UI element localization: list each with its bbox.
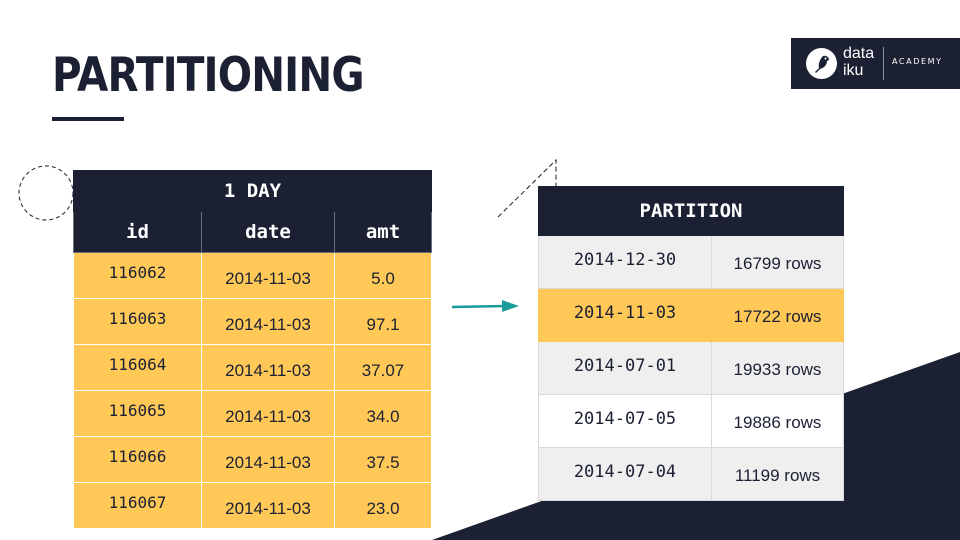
partition-row: 2014-07-05 19886 rows: [538, 394, 844, 448]
partition-date: 2014-07-05: [538, 394, 712, 448]
partition-row: 2014-07-04 11199 rows: [538, 447, 844, 501]
cell-date: 2014-11-03: [201, 344, 335, 391]
cell-id: 116063: [73, 298, 202, 345]
partition-row: 2014-12-30 16799 rows: [538, 235, 844, 289]
column-header-amt: amt: [334, 211, 432, 253]
cell-date: 2014-11-03: [201, 298, 335, 345]
cell-date: 2014-11-03: [201, 482, 335, 529]
wordmark-line-2: iku: [843, 62, 864, 79]
cell-amt: 34.0: [334, 390, 432, 437]
cell-amt: 23.0: [334, 482, 432, 529]
dataiku-academy-logo: data iku ACADEMY: [791, 38, 960, 89]
table-caption: 1 DAY: [73, 170, 432, 212]
cell-amt: 97.1: [334, 298, 432, 345]
partition-row-count: 19886 rows: [711, 394, 844, 448]
cell-id: 116065: [73, 390, 202, 437]
page-title: PARTITIONING: [52, 48, 365, 103]
partition-row: 2014-07-01 19933 rows: [538, 341, 844, 395]
partition-row-highlighted: 2014-11-03 17722 rows: [538, 288, 844, 342]
partition-date: 2014-07-04: [538, 447, 712, 501]
table-row: 116064 2014-11-03 37.07: [73, 344, 432, 391]
table-row: 116065 2014-11-03 34.0: [73, 390, 432, 437]
column-header-id: id: [73, 211, 202, 253]
partition-date: 2014-12-30: [538, 235, 712, 289]
cell-date: 2014-11-03: [201, 436, 335, 483]
title-underline: [52, 117, 124, 121]
dataiku-wordmark: data iku: [843, 45, 883, 79]
partition-row-count: 17722 rows: [711, 288, 844, 342]
cell-id: 116066: [73, 436, 202, 483]
header-row: id date amt: [73, 211, 432, 253]
partition-row-count: 11199 rows: [711, 447, 844, 501]
table-caption: PARTITION: [538, 186, 844, 236]
table-row: 116062 2014-11-03 5.0: [73, 252, 432, 299]
partition-date: 2014-11-03: [538, 288, 712, 342]
cell-id: 116064: [73, 344, 202, 391]
logo-divider: [883, 47, 884, 80]
dataiku-logo-circle: [806, 48, 837, 79]
column-header-date: date: [201, 211, 335, 253]
table-row: 116066 2014-11-03 37.5: [73, 436, 432, 483]
cell-id: 116067: [73, 482, 202, 529]
cell-amt: 37.5: [334, 436, 432, 483]
cell-date: 2014-11-03: [201, 252, 335, 299]
wordmark-line-1: data: [843, 45, 875, 62]
table-row: 116067 2014-11-03 23.0: [73, 482, 432, 529]
partition-row-count: 19933 rows: [711, 341, 844, 395]
cell-date: 2014-11-03: [201, 390, 335, 437]
table-row: 116063 2014-11-03 97.1: [73, 298, 432, 345]
partition-row-count: 16799 rows: [711, 235, 844, 289]
cell-amt: 5.0: [334, 252, 432, 299]
cell-amt: 37.07: [334, 344, 432, 391]
cell-id: 116062: [73, 252, 202, 299]
one-day-table: 1 DAY id date amt 116062 2014-11-03 5.0 …: [73, 170, 432, 529]
partition-table: PARTITION 2014-12-30 16799 rows 2014-11-…: [538, 186, 844, 501]
dataiku-bird-icon: [815, 55, 829, 73]
partition-date: 2014-07-01: [538, 341, 712, 395]
academy-label: ACADEMY: [892, 57, 943, 66]
